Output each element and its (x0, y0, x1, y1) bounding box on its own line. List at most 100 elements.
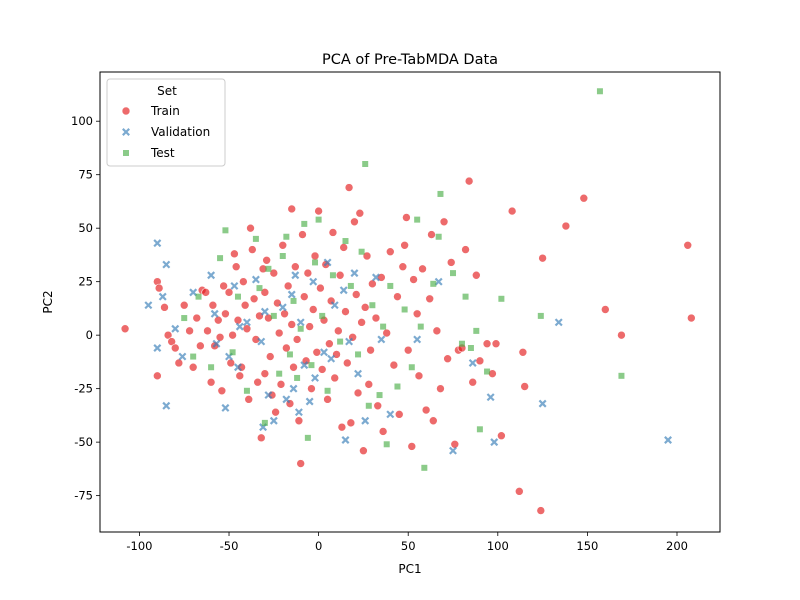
test-point (195, 293, 202, 300)
train-point (382, 328, 392, 338)
train-point (351, 290, 361, 299)
train-point (335, 270, 345, 280)
test-point (430, 280, 437, 287)
legend-box (106, 78, 226, 167)
train-point (208, 300, 218, 310)
validation-point (377, 335, 386, 344)
train-point (421, 405, 431, 415)
train-point (687, 313, 696, 323)
train-point (287, 204, 297, 214)
test-point (297, 325, 304, 332)
train-point (206, 377, 216, 387)
train-point (215, 333, 225, 342)
test-point (190, 353, 197, 360)
test-point (376, 392, 383, 399)
test-point (256, 285, 263, 292)
train-point (378, 427, 388, 436)
test-point (473, 327, 480, 334)
test-point (312, 259, 319, 266)
chart-title: PCA of Pre-TabMDA Data (322, 52, 498, 68)
train-point (366, 345, 375, 355)
validation-point (158, 292, 167, 301)
test-point (383, 441, 390, 448)
train-point (240, 300, 250, 310)
test-point (329, 272, 336, 279)
train-point (468, 377, 478, 387)
test-point (265, 265, 272, 272)
train-point (253, 377, 262, 387)
train-point (317, 365, 327, 374)
train-point (418, 264, 427, 274)
train-point (256, 433, 266, 443)
y-tick-label: 100 (71, 114, 93, 128)
x-axis-label: PC1 (398, 562, 421, 576)
validation-point (327, 354, 336, 363)
train-point (472, 270, 481, 280)
validation-point (144, 301, 153, 310)
validation-point (538, 399, 547, 408)
train-point (188, 362, 198, 372)
test-point (401, 306, 408, 313)
validation-point (320, 348, 328, 357)
test-point (243, 387, 250, 394)
train-point (260, 369, 270, 378)
train-point (330, 373, 340, 383)
train-point (412, 309, 422, 319)
test-point (261, 419, 268, 426)
validation-point (287, 290, 296, 299)
train-point (561, 221, 571, 231)
y-tick-label: 0 (86, 328, 93, 342)
validation-point (207, 271, 216, 280)
validation-point (554, 318, 563, 327)
train-point (233, 315, 243, 325)
train-point (515, 487, 524, 496)
train-point (482, 339, 492, 349)
train-point (328, 228, 338, 237)
train-point (339, 243, 348, 252)
test-point (596, 88, 603, 95)
test-point (283, 233, 290, 240)
validation-point (323, 258, 332, 267)
train-point (491, 339, 501, 349)
train-point (278, 241, 288, 250)
train-point (507, 206, 517, 216)
train-point (226, 358, 236, 368)
train-point (185, 326, 194, 336)
validation-point (350, 269, 359, 278)
test-point (234, 293, 241, 300)
train-point (244, 395, 254, 404)
train-point (219, 281, 228, 291)
train-point (224, 288, 234, 297)
train-point (307, 384, 316, 393)
train-point (291, 262, 300, 271)
train-point (179, 300, 189, 310)
x-axis: -100 -50 0 50 100 150 200 (126, 532, 688, 553)
test-point (498, 295, 505, 302)
test-point (347, 282, 354, 289)
validation-point (386, 410, 395, 419)
test-point (537, 312, 544, 319)
train-point (310, 251, 320, 261)
validation-point (264, 391, 273, 400)
validation-point (257, 337, 266, 346)
test-point (387, 282, 394, 289)
validation-point (413, 335, 422, 344)
test-point (270, 312, 277, 319)
test-point (290, 297, 297, 304)
train-point (538, 253, 547, 263)
test-point (337, 338, 344, 345)
y-tick-label: 75 (78, 168, 93, 182)
x-tick-label: 150 (576, 539, 598, 553)
validation-point (210, 309, 219, 318)
train-point (427, 230, 436, 239)
train-point (248, 245, 257, 254)
train-point (280, 309, 289, 319)
train-point (292, 335, 302, 344)
legend-marker-test (123, 150, 129, 156)
train-point (355, 208, 365, 218)
train-point (235, 371, 245, 381)
train-point (213, 315, 223, 325)
train-point (289, 362, 298, 372)
train-point (294, 416, 304, 426)
validation-point (260, 307, 269, 316)
